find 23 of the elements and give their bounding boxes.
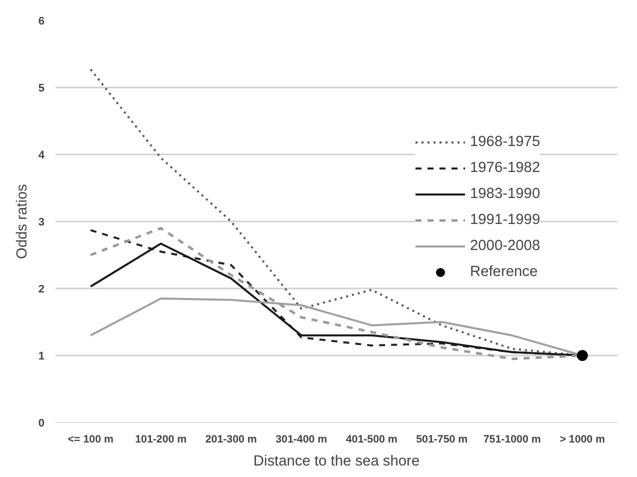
- legend-label: 1976-1982: [470, 160, 540, 176]
- x-tick-label: <= 100 m: [68, 434, 114, 446]
- y-tick-label: 1: [38, 350, 45, 362]
- legend-label: 1983-1990: [470, 186, 540, 202]
- x-tick-label: 401-500 m: [346, 434, 398, 446]
- y-tick-label: 3: [38, 216, 45, 228]
- y-tick-label: 2: [38, 284, 45, 296]
- x-tick-label: 201-300 m: [205, 434, 257, 446]
- legend-label: 2000-2008: [470, 238, 540, 254]
- y-tick-label: 6: [38, 16, 45, 28]
- x-tick-label: 501-750 m: [416, 434, 468, 446]
- legend-label: 1991-1999: [470, 212, 540, 228]
- y-tick-label: 4: [38, 150, 46, 162]
- x-tick-label: 301-400 m: [276, 434, 328, 446]
- y-tick-label: 0: [38, 418, 45, 430]
- x-axis-title: Distance to the sea shore: [253, 454, 420, 470]
- x-tick-label: 751-1000 m: [483, 434, 541, 446]
- x-tick-label: 101-200 m: [135, 434, 187, 446]
- legend-label: Reference: [470, 264, 538, 280]
- y-axis-title: Odds ratios: [14, 184, 30, 259]
- y-tick-label: 5: [38, 82, 45, 94]
- x-tick-label: > 1000 m: [560, 434, 606, 446]
- legend-label: 1968-1975: [470, 134, 540, 150]
